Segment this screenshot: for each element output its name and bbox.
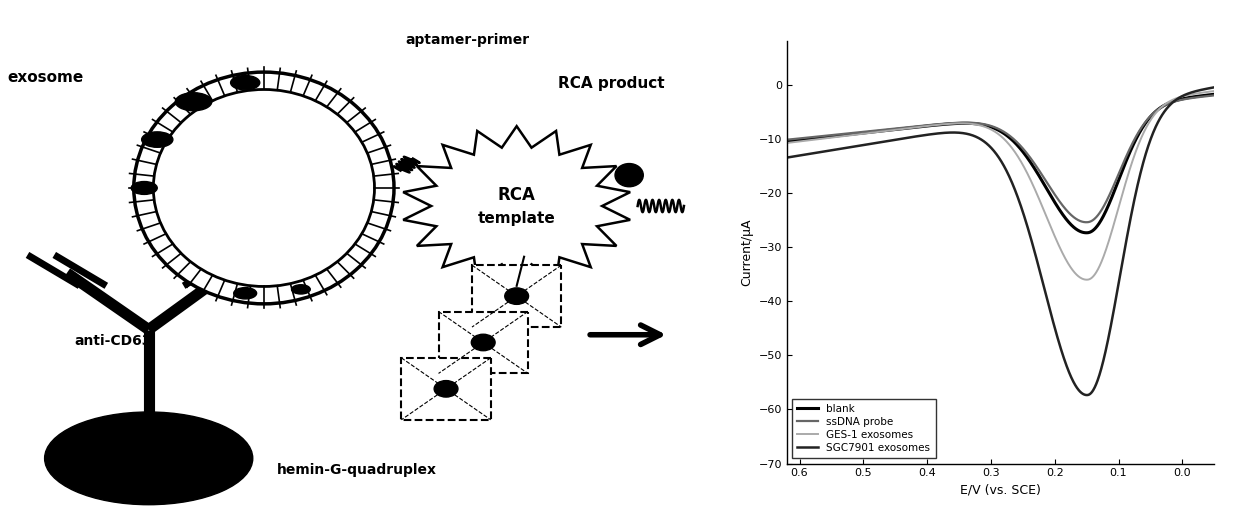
blank — [923, 123, 938, 129]
SGC7901 exosomes — [836, 145, 851, 151]
Ellipse shape — [141, 132, 173, 147]
SGC7901 exosomes — [1079, 392, 1094, 398]
Circle shape — [471, 334, 496, 351]
Polygon shape — [439, 312, 528, 373]
Ellipse shape — [176, 93, 212, 111]
ssDNA probe — [1207, 92, 1222, 98]
Ellipse shape — [45, 412, 253, 505]
blank — [1207, 91, 1222, 97]
Text: RCA: RCA — [498, 186, 535, 203]
ssDNA probe — [923, 122, 938, 128]
Line: SGC7901 exosomes: SGC7901 exosomes — [787, 88, 1214, 395]
ssDNA probe — [1004, 134, 1018, 140]
SGC7901 exosomes — [1207, 84, 1222, 91]
ssDNA probe — [1079, 219, 1094, 226]
blank — [1012, 146, 1027, 152]
blank — [965, 121, 980, 127]
blank — [836, 132, 851, 138]
ssDNA probe — [779, 136, 794, 143]
Circle shape — [434, 381, 458, 397]
Ellipse shape — [615, 164, 643, 187]
Line: GES-1 exosomes: GES-1 exosomes — [787, 91, 1214, 280]
Ellipse shape — [291, 285, 310, 294]
GES-1 exosomes — [965, 121, 980, 127]
Ellipse shape — [154, 90, 374, 286]
Polygon shape — [403, 126, 631, 286]
Ellipse shape — [234, 287, 256, 299]
GES-1 exosomes — [923, 123, 938, 129]
ssDNA probe — [836, 131, 851, 137]
Text: anti-CD63: anti-CD63 — [74, 334, 151, 348]
X-axis label: E/V (vs. SCE): E/V (vs. SCE) — [960, 484, 1041, 497]
Text: exosome: exosome — [7, 71, 84, 85]
SGC7901 exosomes — [923, 131, 938, 138]
Polygon shape — [472, 265, 561, 327]
Text: template: template — [478, 211, 555, 227]
Ellipse shape — [134, 72, 394, 304]
GES-1 exosomes — [836, 133, 851, 139]
Polygon shape — [401, 358, 491, 420]
blank — [1079, 230, 1094, 236]
GES-1 exosomes — [1207, 88, 1222, 94]
GES-1 exosomes — [1012, 158, 1027, 164]
SGC7901 exosomes — [779, 154, 794, 161]
SGC7901 exosomes — [1004, 178, 1018, 184]
SGC7901 exosomes — [965, 132, 980, 139]
SGC7901 exosomes — [851, 143, 866, 149]
Text: RCA product: RCA product — [558, 76, 664, 91]
blank — [1004, 136, 1018, 142]
Ellipse shape — [131, 182, 157, 195]
Line: ssDNA probe: ssDNA probe — [787, 95, 1214, 222]
GES-1 exosomes — [1079, 277, 1094, 283]
ssDNA probe — [851, 129, 866, 135]
ssDNA probe — [1012, 143, 1027, 149]
GES-1 exosomes — [1004, 144, 1018, 150]
SGC7901 exosomes — [1012, 201, 1027, 208]
Text: hemin-G-quadruplex: hemin-G-quadruplex — [276, 463, 437, 477]
Ellipse shape — [230, 76, 260, 90]
Text: aptamer-primer: aptamer-primer — [405, 33, 529, 47]
blank — [779, 138, 794, 144]
GES-1 exosomes — [779, 140, 794, 146]
Circle shape — [504, 288, 529, 304]
Y-axis label: Current/μA: Current/μA — [740, 218, 753, 286]
ssDNA probe — [965, 119, 980, 126]
blank — [851, 130, 866, 136]
Legend: blank, ssDNA probe, GES-1 exosomes, SGC7901 exosomes: blank, ssDNA probe, GES-1 exosomes, SGC7… — [792, 399, 935, 458]
GES-1 exosomes — [851, 131, 866, 138]
Line: blank: blank — [787, 94, 1214, 233]
